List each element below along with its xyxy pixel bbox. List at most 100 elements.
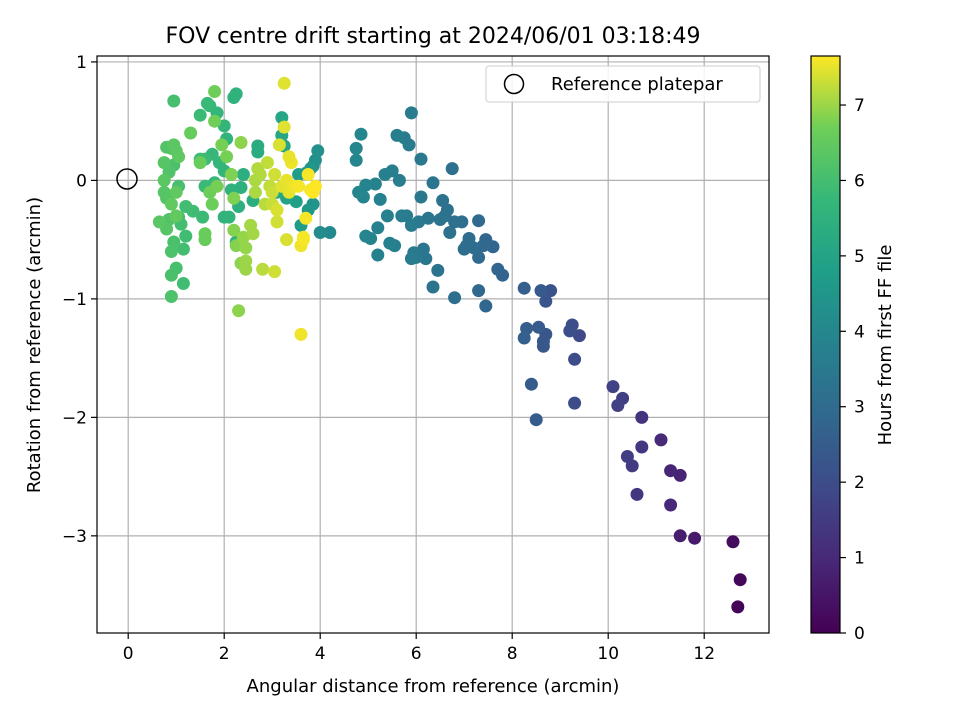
data-point [392, 173, 406, 187]
data-point [380, 209, 394, 223]
data-point [539, 294, 553, 308]
colorbar-tick-label: 2 [854, 473, 865, 493]
y-tick-label: 0 [76, 171, 87, 191]
colorbar-tick-label: 5 [854, 247, 865, 267]
data-point [532, 320, 546, 334]
data-point [654, 433, 668, 447]
data-point [246, 227, 260, 241]
data-point [445, 162, 459, 176]
x-tick-label: 6 [411, 644, 422, 664]
data-point [260, 156, 274, 170]
data-point [472, 284, 486, 298]
data-point [414, 190, 428, 204]
data-point [268, 265, 282, 279]
data-point [208, 85, 222, 98]
data-point [196, 210, 210, 224]
data-point [491, 262, 505, 276]
plot-frame [96, 55, 770, 634]
data-point [611, 399, 625, 412]
data-point [479, 299, 493, 313]
data-point [253, 168, 267, 181]
data-point [277, 120, 291, 134]
data-point [635, 440, 649, 454]
data-point [280, 233, 294, 247]
data-point [205, 197, 219, 211]
data-point [572, 329, 586, 343]
data-point [733, 573, 747, 587]
data-point [232, 304, 246, 318]
x-tick-label: 4 [315, 644, 326, 664]
data-point [308, 179, 322, 193]
data-point [292, 168, 306, 181]
data-point [193, 156, 207, 170]
data-point [620, 450, 634, 463]
data-point [673, 529, 687, 543]
y-tick-label: 1 [76, 53, 87, 73]
colorbar-tick-label: 3 [854, 398, 865, 418]
data-point [568, 352, 582, 366]
data-point [354, 127, 368, 141]
data-point [169, 185, 183, 199]
data-point [164, 245, 178, 258]
legend: Reference platepar [485, 65, 761, 103]
data-point [426, 176, 440, 190]
data-point [524, 377, 538, 391]
data-point [217, 210, 231, 224]
data-point [164, 197, 178, 211]
data-point [673, 468, 687, 482]
data-point [313, 226, 327, 239]
data-point [414, 152, 428, 166]
colorbar-tick-label: 0 [854, 624, 865, 644]
data-point [179, 200, 193, 213]
data-point [184, 126, 198, 140]
data-point [210, 179, 224, 193]
chart-title: FOV centre drift starting at 2024/06/01 … [166, 24, 701, 49]
data-point [404, 106, 418, 120]
data-point [368, 177, 382, 191]
colorbar-tick-label: 4 [854, 322, 865, 342]
x-axis-label: Angular distance from reference (arcmin) [247, 676, 620, 697]
data-point [164, 290, 178, 303]
y-tick-label: −2 [62, 408, 87, 428]
data-point [234, 136, 248, 149]
data-point [256, 262, 270, 276]
data-point [152, 215, 166, 229]
data-point [383, 236, 397, 250]
data-point [227, 91, 241, 104]
data-point [217, 119, 231, 133]
data-point [268, 168, 282, 181]
colorbar: 0 1 2 3 4 5 6 7 Hours from first FF file [810, 55, 896, 644]
data-point [224, 168, 238, 181]
data-point [371, 248, 385, 262]
data-point [323, 226, 337, 239]
data-point [208, 114, 222, 128]
data-point [606, 380, 620, 394]
data-point [167, 94, 181, 108]
data-point [239, 254, 253, 268]
data-point [536, 339, 550, 353]
data-point [457, 242, 471, 256]
data-point [179, 229, 193, 243]
colorbar-label: Hours from first FF file [875, 245, 896, 446]
x-tick-label: 10 [597, 644, 619, 664]
data-point [282, 150, 296, 164]
y-axis-label: Rotation from reference (arcmin) [24, 197, 45, 493]
data-point [534, 284, 548, 298]
data-point [200, 96, 214, 110]
data-point [176, 277, 190, 290]
data-point [563, 324, 577, 338]
x-tick-label: 12 [693, 644, 715, 664]
data-point [448, 215, 462, 229]
data-point [371, 221, 385, 235]
colorbar-ticks: 0 1 2 3 4 5 6 7 [840, 96, 865, 644]
data-point [688, 531, 702, 545]
data-point [251, 145, 265, 159]
data-point [472, 214, 486, 228]
data-point [239, 241, 253, 255]
data-point [349, 141, 363, 155]
data-point [296, 233, 310, 247]
data-point [270, 203, 284, 217]
data-point [448, 291, 462, 305]
data-point [157, 185, 171, 199]
data-point [431, 263, 445, 277]
